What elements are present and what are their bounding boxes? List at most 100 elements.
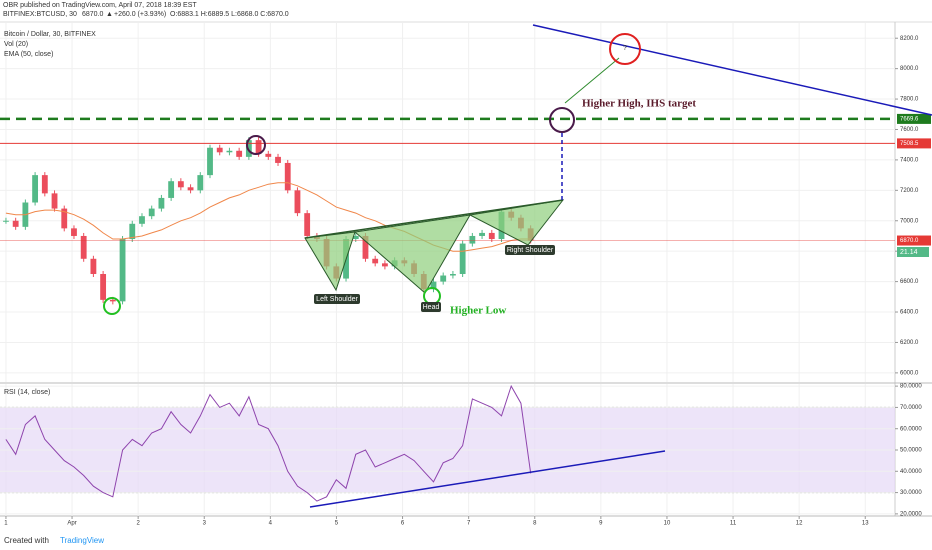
x-tick-label: 13 (862, 521, 869, 527)
candle (362, 235, 369, 259)
x-tick-label: 6 (401, 521, 405, 527)
candle (129, 223, 136, 240)
candle (479, 232, 485, 236)
change: +260.0 (+3.93%) (114, 11, 166, 18)
rsi-trend-line (309, 450, 666, 508)
head-label: Head (423, 304, 440, 311)
x-tick-label: 3 (203, 521, 207, 527)
candle (119, 239, 126, 302)
vol-value-box (897, 247, 929, 257)
y-tick-label: 30.0000 (900, 490, 922, 496)
candle (226, 150, 233, 153)
candle (139, 216, 145, 224)
y-tick-label: 50.0000 (900, 448, 922, 454)
y-tick-label: 70.0000 (900, 405, 922, 411)
candle (450, 273, 456, 276)
vol-value: 21.14 (900, 249, 918, 256)
x-tick-label: 5 (335, 521, 339, 527)
candle (197, 175, 204, 191)
x-tick-label: 4 (269, 521, 273, 527)
candle (158, 197, 165, 209)
candle (3, 220, 9, 222)
candle (12, 220, 19, 227)
label-box (421, 302, 441, 312)
x-tick-label: 9 (599, 521, 603, 527)
x-tick-label: 8 (533, 521, 537, 527)
publish-info: OBR published on TradingView.com, April … (3, 2, 197, 9)
footer-brand: TradingView (60, 536, 104, 545)
y-tick-label: 6600.0 (900, 279, 919, 285)
level-box (897, 138, 931, 149)
candle (61, 208, 68, 229)
candle (488, 232, 495, 240)
candle (294, 190, 301, 214)
drawings: ? Left Shoulder Head Right Shoulder High… (103, 24, 932, 508)
y-tick-label: 7000.0 (900, 218, 919, 224)
candle (284, 162, 291, 191)
higher-low-label: Higher Low (450, 305, 506, 317)
high-circle (246, 135, 266, 155)
candle (469, 235, 476, 244)
y-tick-label: 8000.0 (900, 66, 919, 72)
label-box (505, 245, 555, 255)
chart-title: Bitcoin / Dollar, 30, BITFINEX (4, 31, 96, 38)
y-tick-label: 7400.0 (900, 157, 919, 163)
target-circle (549, 107, 575, 133)
candle (51, 193, 58, 209)
candle (255, 140, 262, 154)
question-circle (609, 33, 641, 65)
x-tick-label: 1 (4, 521, 8, 527)
target-label: Higher High, IHS target (582, 98, 696, 110)
candle (304, 213, 311, 236)
candle (352, 235, 359, 240)
candle (459, 243, 466, 274)
last-price: 6870.0 (82, 11, 104, 18)
trend-line (532, 24, 932, 116)
y-tick-label: 6400.0 (900, 310, 919, 316)
y-tick-label: 8200.0 (900, 36, 919, 42)
candle (80, 235, 87, 259)
x-tick-label: 12 (796, 521, 803, 527)
legend-ema: EMA (50, close) (4, 51, 53, 58)
question-mark: ? (623, 45, 627, 52)
candle (440, 275, 447, 282)
candle (245, 140, 252, 157)
footer-created: Created with (4, 536, 49, 545)
candle (71, 228, 77, 236)
candle (430, 281, 437, 290)
candle (168, 181, 175, 198)
right-shoulder-label: Right Shoulder (507, 247, 554, 254)
y-tick-label: 7200.0 (900, 188, 919, 194)
x-tick-label: 7 (467, 521, 471, 527)
candle (265, 153, 272, 157)
left-shoulder-label: Left Shoulder (316, 296, 358, 303)
candle (32, 175, 39, 203)
x-tick-label: 10 (664, 521, 671, 527)
level-label: 7669.6 (900, 116, 919, 122)
rsi-title: RSI (14, close) (4, 389, 50, 396)
series-line (5, 384, 532, 502)
y-tick-label: 20.0000 (900, 511, 922, 517)
candle (177, 181, 184, 188)
candle (148, 208, 155, 217)
y-tick-label: 60.0000 (900, 426, 922, 432)
candle (216, 147, 223, 153)
candle (90, 258, 97, 274)
ohlc: O:6883.1 H:6889.5 L:6868.0 C:6870.0 (170, 11, 289, 18)
change-arrow: ▲ (106, 11, 113, 18)
target-arrow (564, 57, 620, 104)
y-tick-label: 80.0000 (900, 384, 922, 390)
label-box (314, 294, 360, 304)
candle (372, 258, 379, 264)
candle (236, 150, 243, 157)
level-label: 7508.5 (900, 141, 919, 147)
level-box (897, 235, 931, 246)
symbol: BITFINEX:BTCUSD, 30 (3, 11, 77, 18)
y-tick-label: 7800.0 (900, 97, 919, 103)
candle (187, 187, 194, 191)
head-shape (353, 214, 471, 294)
y-tick-label: 7600.0 (900, 127, 919, 133)
candle (109, 299, 116, 302)
candle (381, 263, 388, 267)
x-tick-label: 2 (136, 521, 140, 527)
